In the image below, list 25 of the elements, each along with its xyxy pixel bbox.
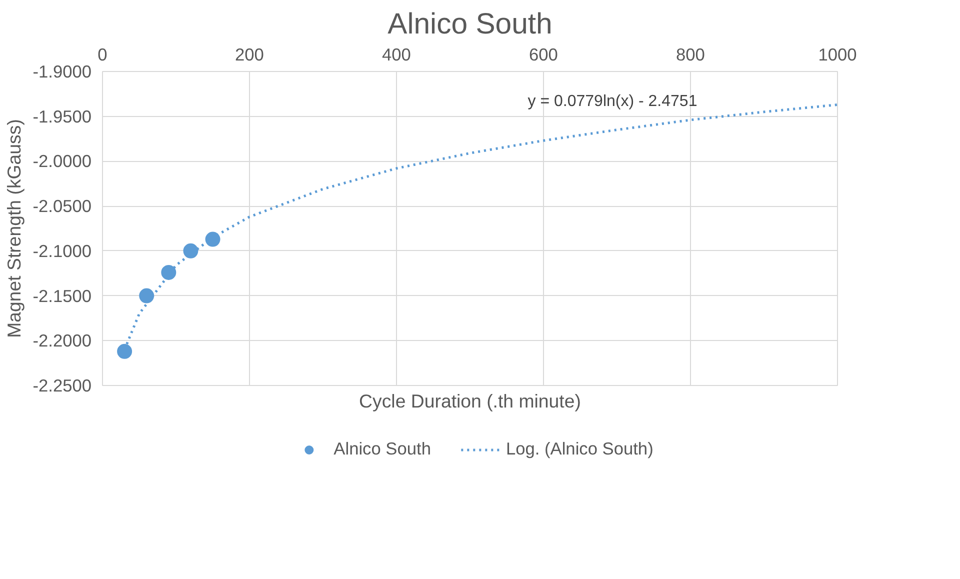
y-tick-label: -2.1000 <box>32 240 92 261</box>
x-tick-label: 200 <box>235 44 264 64</box>
x-tick-label: 1000 <box>818 44 857 64</box>
legend-label: Log. (Alnico South) <box>506 438 654 460</box>
y-tick-label: -1.9500 <box>32 106 92 126</box>
y-tick-label: -2.2000 <box>32 330 92 351</box>
x-axis-title: Cycle Duration (.th minute) <box>359 390 581 412</box>
point <box>205 232 220 247</box>
x-tick-label: 800 <box>676 44 705 64</box>
point <box>183 243 198 258</box>
legend-label: Alnico South <box>334 438 431 460</box>
y-tick-label: -2.2500 <box>32 376 92 396</box>
y-tick-label: -2.0500 <box>32 196 92 216</box>
x-tick-label: 0 <box>98 44 108 64</box>
x-tick-label: 400 <box>382 44 411 64</box>
y-tick-label: -2.0000 <box>32 151 92 172</box>
y-tick-label: -1.9000 <box>32 62 92 82</box>
x-tick-label: 600 <box>529 44 558 64</box>
chart-title: Alnico South <box>388 8 552 40</box>
point <box>161 264 176 280</box>
y-tick-label: -2.1500 <box>32 286 92 306</box>
point <box>117 344 132 359</box>
point <box>139 288 154 304</box>
y-axis-title: Magnet Strength (kGauss) <box>4 119 25 338</box>
annotation: y = 0.0779ln(x) - 2.4751 <box>528 93 698 110</box>
